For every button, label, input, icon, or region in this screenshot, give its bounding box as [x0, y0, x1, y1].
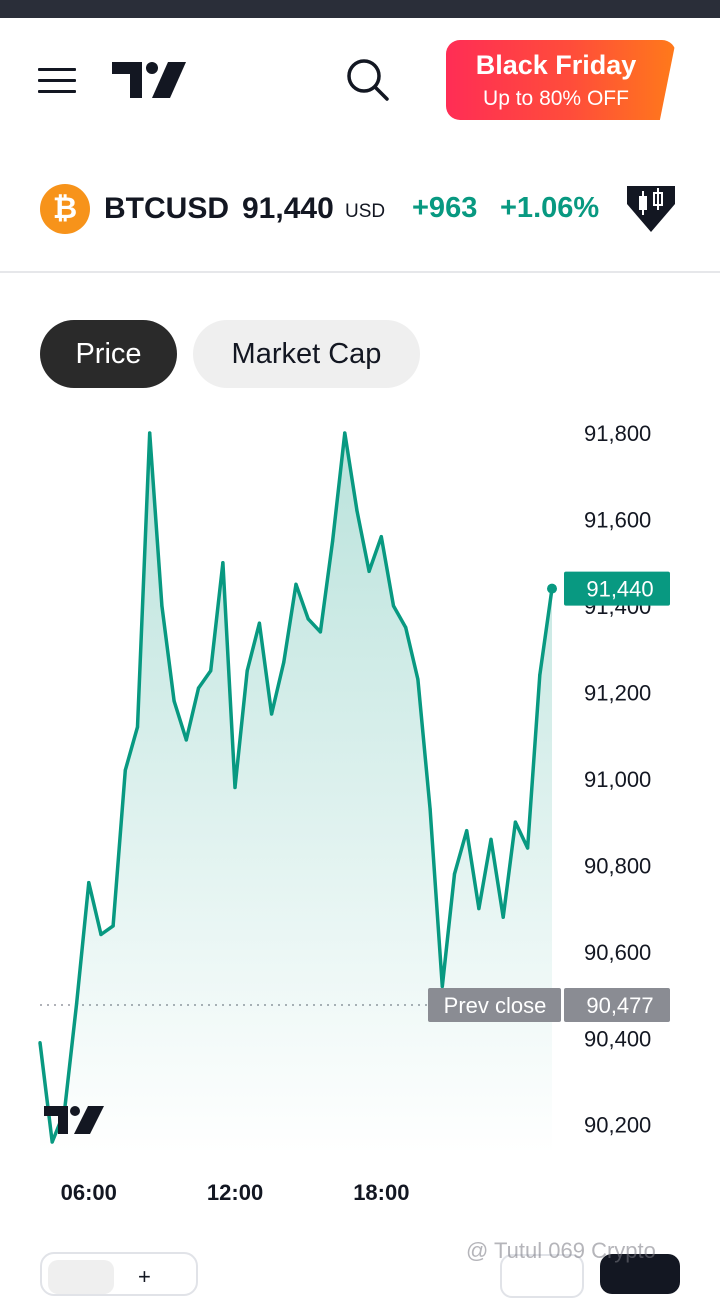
app-header: Black Friday Up to 80% OFF [0, 18, 720, 136]
y-tick-label: 91,600 [584, 507, 651, 532]
price-point [526, 846, 530, 850]
price-currency: USD [345, 201, 386, 222]
price-point [330, 539, 335, 543]
price-point [74, 1002, 79, 1006]
price-point [160, 604, 164, 608]
price-point [99, 932, 103, 937]
price-point [148, 431, 152, 435]
last-price: 91,440 [242, 192, 334, 225]
price-change: +963 [412, 192, 478, 224]
y-tick-label: 90,400 [584, 1026, 651, 1051]
price-point [282, 660, 286, 664]
prev-close-badge: Prev close 90,477 [428, 987, 670, 1022]
price-point [245, 669, 249, 673]
price-area-fill [40, 433, 552, 1155]
price-point [294, 582, 298, 586]
y-tick-label: 90,800 [584, 853, 651, 878]
price-point [404, 625, 408, 630]
price-point [221, 561, 225, 565]
price-point [135, 725, 140, 729]
search-icon[interactable] [344, 56, 392, 104]
x-tick-label: 06:00 [61, 1180, 117, 1205]
price-point [233, 785, 237, 790]
price-point [196, 686, 201, 690]
price-point [416, 677, 420, 682]
price-point [318, 630, 322, 634]
x-tick-label: 18:00 [353, 1180, 409, 1205]
price-point [209, 669, 213, 673]
price-point [489, 837, 493, 841]
tab-price[interactable]: Price [40, 320, 177, 388]
header-divider [0, 271, 720, 273]
symbol-header: ₿ BTCUSD 91,440 USD +963 +1.06% [0, 160, 720, 256]
last-price-value: 91,440 [586, 577, 653, 602]
bitcoin-icon: ₿ [40, 184, 90, 234]
black-friday-promo-button[interactable]: Black Friday Up to 80% OFF [446, 40, 676, 120]
prev-close-text: Prev close [444, 993, 547, 1018]
last-price-dot [547, 583, 557, 594]
price-point [50, 1140, 54, 1144]
chart-toolbar: + [40, 1252, 198, 1296]
candle-alert-icon[interactable] [624, 184, 678, 234]
y-tick-label: 91,000 [584, 767, 651, 792]
y-tick-label: 90,600 [584, 940, 651, 965]
price-chart[interactable]: 91,800 91,600 91,400 91,200 91,000 90,800 90,6… [0, 410, 720, 1220]
price-point [440, 984, 444, 988]
price-point [257, 621, 262, 625]
price-point [452, 872, 457, 876]
price-point [172, 699, 176, 703]
price-point [428, 807, 432, 811]
tradingview-watermark-icon [44, 1106, 104, 1134]
status-bar [0, 0, 720, 18]
price-point [513, 820, 518, 824]
price-point [270, 712, 274, 716]
promo-subtitle: Up to 80% OFF [483, 87, 629, 110]
tradingview-logo-icon[interactable] [112, 58, 188, 100]
price-point [111, 924, 115, 928]
price-point [87, 881, 91, 885]
last-price-badge: 91,440 [564, 571, 670, 606]
price-change-percent: +1.06% [500, 192, 600, 224]
line-chart-icon[interactable] [48, 1260, 114, 1294]
prev-close-value: 90,477 [586, 993, 653, 1018]
price-point [465, 829, 469, 833]
price-point [379, 535, 383, 539]
price-point [367, 569, 371, 573]
price-point [123, 768, 127, 772]
price-point [38, 1040, 42, 1045]
price-chart-svg: 91,80091,60091,40091,20091,00090,80090,6… [38, 421, 670, 1205]
price-point [343, 431, 347, 435]
y-tick-label: 91,200 [584, 680, 651, 705]
price-point [355, 509, 359, 513]
price-point [306, 617, 310, 621]
x-tick-label: 12:00 [207, 1180, 263, 1205]
price-point [538, 673, 542, 677]
hamburger-menu-icon[interactable] [38, 68, 78, 98]
y-tick-label: 90,200 [584, 1113, 651, 1138]
promo-title: Black Friday [475, 50, 637, 80]
add-icon[interactable]: + [138, 1264, 151, 1289]
price-point [501, 915, 505, 919]
price-point [391, 604, 396, 608]
price-point [184, 738, 188, 742]
tab-market-cap[interactable]: Market Cap [193, 320, 420, 388]
symbol-name: BTCUSD [104, 192, 229, 225]
watermark-text: @ Tutul 069 Crypto [466, 1238, 656, 1263]
price-point [477, 906, 481, 911]
y-tick-label: 91,800 [584, 421, 651, 446]
